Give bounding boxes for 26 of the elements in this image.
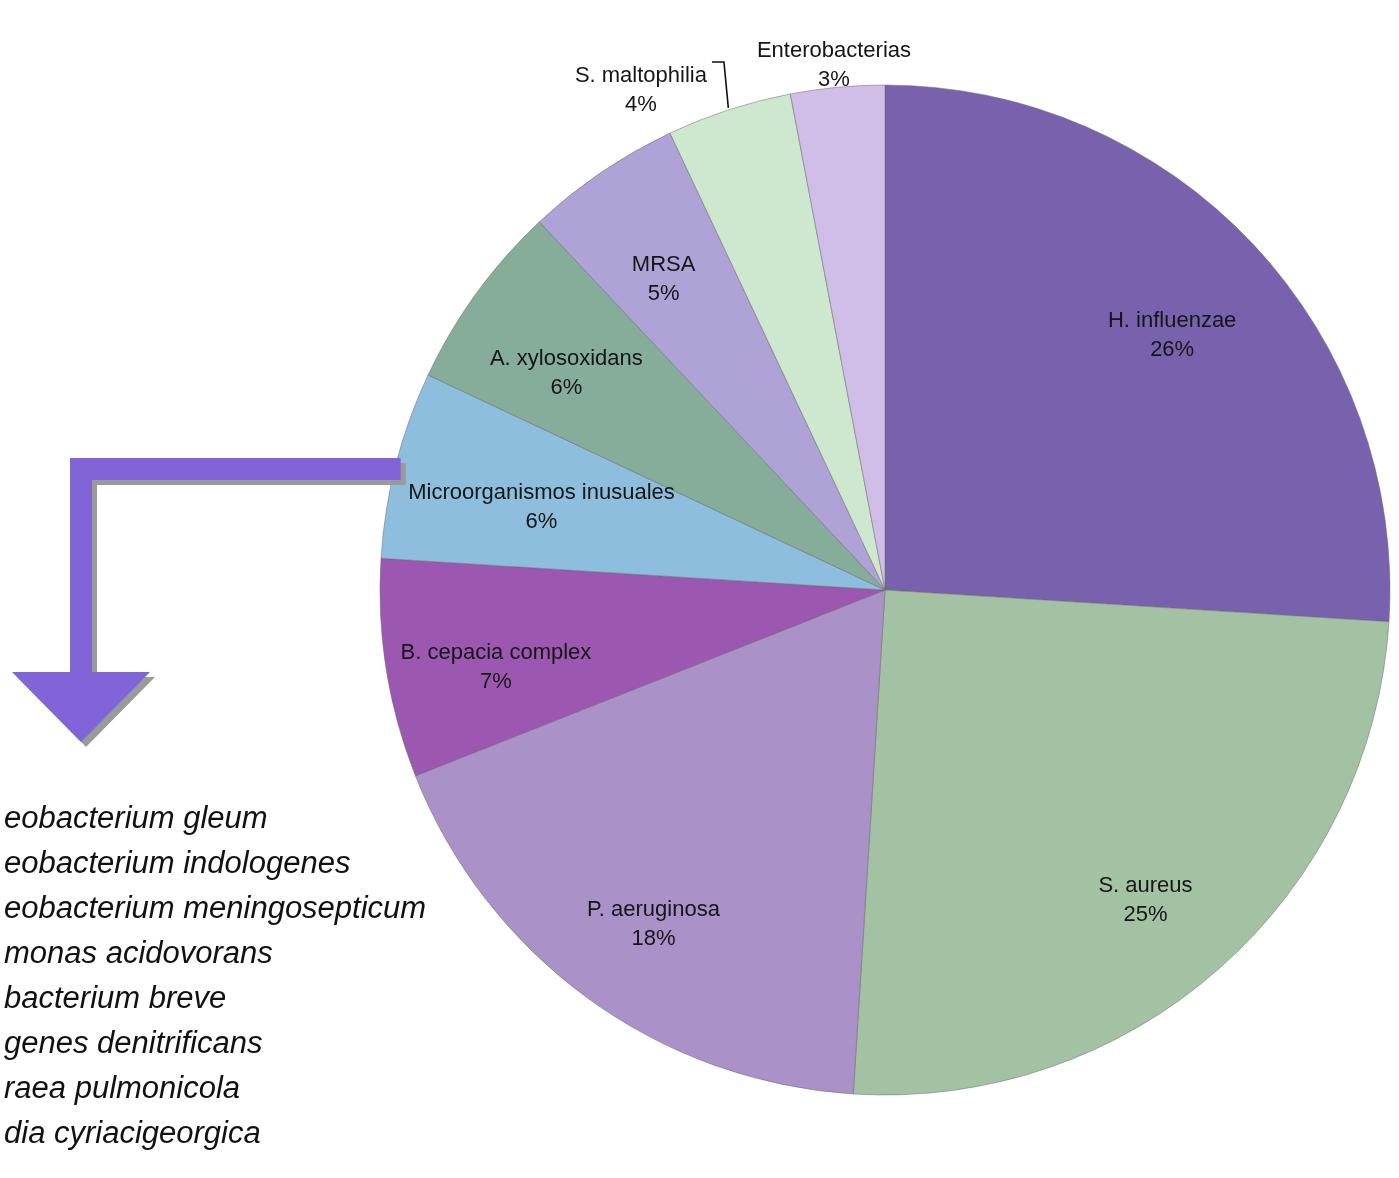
slice-label: P. aeruginosa [587,895,721,921]
data-label: 4% [625,90,657,116]
text: bacterium breve [4,979,228,1017]
slice-label: MRSA [631,251,696,277]
text: raea pulmonicola [4,1069,242,1107]
slice-label: S. aureus [1098,872,1193,898]
text: monas acidovorans [4,934,274,972]
slice-label: A. xylosoxidans [489,345,643,371]
data-label: 3% [818,66,850,92]
text: eobacterium meningosepticum [4,889,427,927]
slice-label: Microorganismos inusuales [408,479,675,505]
data-label: 18% [631,924,676,950]
slice-label: Enterobacterias [756,37,912,63]
text: eobacterium indologenes [4,844,352,882]
text: genes denitrificans [4,1024,264,1062]
data-label: 5% [647,280,680,306]
data-label: 7% [480,667,512,693]
slice-label: H. influenzae [1107,307,1237,333]
data-label: 26% [1150,336,1195,362]
data-label: 6% [550,374,583,400]
data-label: 25% [1123,901,1168,927]
text: dia cyriacigeorgica [4,1114,262,1152]
data-label: 6% [525,508,558,534]
slice-label: B. cepacia complex [400,638,592,664]
text: eobacterium gleum [4,799,269,837]
slice-label: S. maltophilia [574,61,708,87]
